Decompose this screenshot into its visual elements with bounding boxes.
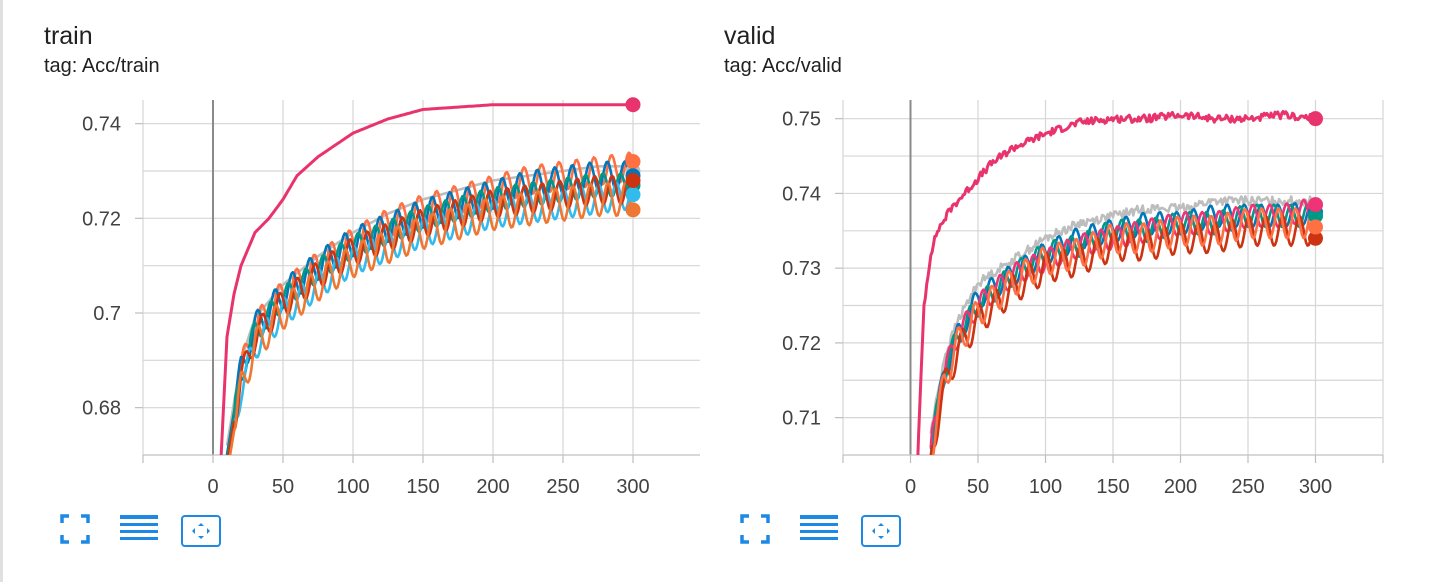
series-end-marker bbox=[1308, 197, 1323, 213]
series-end-marker bbox=[625, 202, 641, 218]
x-tick-label: 200 bbox=[476, 476, 509, 498]
data-table-button[interactable] bbox=[800, 514, 838, 550]
chart-card-train: train tag: Acc/train 0 50 100 150 200 250 300 0… bbox=[0, 0, 700, 582]
x-tick-label: 150 bbox=[406, 476, 439, 498]
series-line bbox=[228, 180, 635, 455]
fit-domain-button[interactable] bbox=[181, 515, 221, 547]
x-tick-label: 0 bbox=[905, 476, 916, 498]
line-chart-valid[interactable]: 0 50 100 150 200 250 300 0.71 0.72 0.73 0.74 0.75 bbox=[700, 0, 1400, 510]
series-end-marker bbox=[625, 172, 641, 188]
series-line bbox=[929, 195, 1316, 434]
series-end-marker bbox=[625, 154, 641, 170]
series-group bbox=[916, 110, 1317, 455]
series-line bbox=[228, 181, 635, 455]
y-tick-label: 0.73 bbox=[782, 258, 821, 280]
series-line bbox=[227, 174, 635, 455]
y-tick-label: 0.74 bbox=[82, 114, 121, 136]
fullscreen-button[interactable] bbox=[740, 514, 776, 550]
y-tick-label: 0.74 bbox=[782, 183, 821, 205]
series-line bbox=[930, 207, 1317, 455]
x-tick-label: 150 bbox=[1096, 476, 1129, 498]
x-tick-label: 300 bbox=[1299, 476, 1332, 498]
series-end-marker bbox=[625, 187, 641, 203]
series-end-marker bbox=[1308, 230, 1323, 246]
y-tick-label: 0.71 bbox=[782, 408, 821, 430]
chart-tag: tag: Acc/valid bbox=[724, 55, 842, 77]
series-end-marker bbox=[1308, 208, 1323, 224]
series-line bbox=[226, 172, 635, 455]
y-tick-label: 0.7 bbox=[93, 303, 121, 325]
data-table-button[interactable] bbox=[120, 514, 158, 550]
x-tick-label: 250 bbox=[1231, 476, 1264, 498]
left-border bbox=[0, 0, 3, 582]
series-line bbox=[219, 103, 634, 455]
x-tick-label: 100 bbox=[336, 476, 369, 498]
chart-card-valid: valid tag: Acc/valid 0 50 100 150 200 250 300 0… bbox=[700, 0, 1400, 582]
x-tick-label: 0 bbox=[207, 476, 218, 498]
series-end-marker bbox=[1308, 219, 1323, 235]
chart-title: valid bbox=[724, 22, 776, 50]
x-tick-label: 50 bbox=[967, 476, 989, 498]
series-end-marker bbox=[625, 97, 641, 113]
series-line bbox=[929, 214, 1317, 455]
fullscreen-icon bbox=[60, 514, 90, 544]
x-tick-label: 300 bbox=[616, 476, 649, 498]
fit-domain-icon bbox=[192, 523, 210, 539]
chart-tag: tag: Acc/train bbox=[44, 55, 160, 77]
fullscreen-icon bbox=[740, 514, 770, 544]
data-table-icon bbox=[800, 515, 838, 540]
fullscreen-button[interactable] bbox=[60, 514, 96, 550]
fit-domain-icon bbox=[872, 523, 890, 539]
x-tick-label: 250 bbox=[546, 476, 579, 498]
series-group bbox=[219, 103, 635, 455]
y-tick-label: 0.72 bbox=[782, 333, 821, 355]
fit-domain-button[interactable] bbox=[861, 515, 901, 547]
chart-title: train bbox=[44, 22, 93, 50]
y-tick-label: 0.72 bbox=[82, 208, 121, 230]
y-tick-label: 0.68 bbox=[82, 398, 121, 420]
x-tick-label: 100 bbox=[1029, 476, 1062, 498]
y-tick-label: 0.75 bbox=[782, 109, 821, 131]
series-line bbox=[916, 110, 1316, 455]
x-tick-label: 200 bbox=[1164, 476, 1197, 498]
line-chart-train[interactable]: 0 50 100 150 200 250 300 0.68 0.7 0.72 0.74 bbox=[0, 0, 700, 510]
data-table-icon bbox=[120, 515, 158, 540]
x-tick-label: 50 bbox=[272, 476, 294, 498]
series-end-marker bbox=[1308, 111, 1323, 127]
